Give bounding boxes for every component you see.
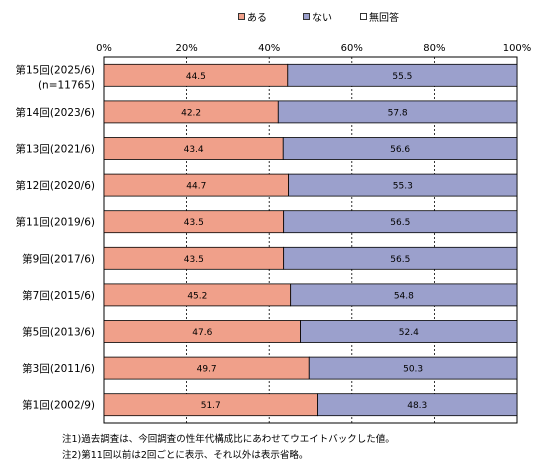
data-label-s0-r7: 47.6 [192, 328, 212, 338]
bar-segment-s1-r4 [283, 210, 518, 234]
data-label-s1-r4: 56.5 [390, 218, 410, 228]
data-label-s0-r6: 45.2 [187, 291, 207, 301]
data-label-s1-r5: 56.5 [390, 255, 410, 265]
data-label-s0-r1: 42.2 [181, 108, 201, 118]
data-label-s1-r9: 48.3 [407, 401, 427, 411]
legend-label-mukaito: 無回答 [369, 13, 399, 24]
data-label-s1-r2: 56.6 [390, 145, 410, 155]
data-label-s1-r1: 57.8 [388, 108, 408, 118]
legend-label-aru: ある [247, 13, 267, 24]
data-label-s0-r4: 43.5 [184, 218, 204, 228]
x-tick-label: 40% [258, 43, 280, 54]
x-tick-label: 80% [423, 43, 445, 54]
bar-segment-s1-r0 [287, 63, 518, 87]
legend-label-nai: ない [312, 13, 332, 24]
legend-item-mukaito: 無回答 [360, 9, 399, 24]
category-label-1: 第14回(2023/6) [16, 106, 96, 119]
bar-segment-s1-r5 [283, 246, 518, 270]
bar-segment-s1-r3 [288, 173, 518, 197]
x-tick-label: 20% [175, 43, 197, 54]
footnote-1: 注1)過去調査は、今回調査の性年代構成比にあわせてウエイトバックした値。 [62, 434, 395, 445]
footnotes: 注1)過去調査は、今回調査の性年代構成比にあわせてウエイトバックした値。 注2)… [62, 432, 395, 464]
category-label-3: 第12回(2020/6) [16, 179, 96, 192]
data-label-s0-r3: 44.7 [186, 182, 206, 192]
x-tick-label: 100% [503, 43, 532, 54]
data-label-s1-r0: 55.5 [392, 72, 412, 82]
bar-segment-s1-r6 [290, 283, 518, 307]
data-label-s0-r2: 43.4 [184, 145, 204, 155]
data-label-s1-r8: 50.3 [403, 365, 423, 375]
data-label-s0-r8: 49.7 [197, 365, 217, 375]
plot-frame [103, 56, 518, 424]
legend: ある ない 無回答 [0, 9, 551, 24]
legend-swatch-nai [303, 13, 310, 20]
legend-swatch-mukaito [360, 13, 367, 20]
category-label-9: 第1回(2002/9) [22, 399, 95, 412]
category-label-2: 第13回(2021/6) [16, 143, 96, 156]
data-label-s0-r9: 51.7 [201, 401, 221, 411]
legend-item-nai: ない [303, 9, 332, 24]
data-label-s1-r6: 54.8 [394, 291, 414, 301]
category-label-6: 第7回(2015/6) [22, 289, 95, 302]
legend-swatch-aru [238, 13, 245, 20]
footnote-2: 注2)第11回以前は2回ごとに表示、それ以外は表示省略。 [62, 450, 309, 461]
bar-segment-s1-r2 [282, 137, 518, 160]
category-label-8: 第3回(2011/6) [22, 362, 95, 375]
data-label-s1-r7: 52.4 [399, 328, 419, 338]
category-label-4: 第11回(2019/6) [16, 216, 96, 229]
category-sublabel-0: (n=11765) [38, 79, 95, 91]
bar-segment-s1-r1 [277, 100, 518, 124]
bar-segment-s1-r8 [308, 356, 518, 380]
category-label-5: 第9回(2017/6) [22, 252, 95, 265]
x-tick-label: 0% [96, 43, 112, 54]
data-label-s0-r0: 44.5 [186, 72, 206, 82]
x-tick-label: 60% [341, 43, 363, 54]
stacked-bar-chart: 0% 20% 40% 60% 80% 100% 44.5 55.5 第15回(2025/6) (n… [16, 43, 532, 424]
data-label-s0-r5: 43.5 [184, 255, 204, 265]
category-label-0: 第15回(2025/6) [16, 63, 96, 76]
bar-segment-s1-r9 [317, 393, 518, 417]
category-label-7: 第5回(2013/6) [22, 326, 95, 339]
legend-item-aru: ある [238, 9, 267, 24]
data-label-s1-r3: 55.3 [393, 182, 413, 192]
bar-segment-s1-r7 [300, 320, 518, 343]
